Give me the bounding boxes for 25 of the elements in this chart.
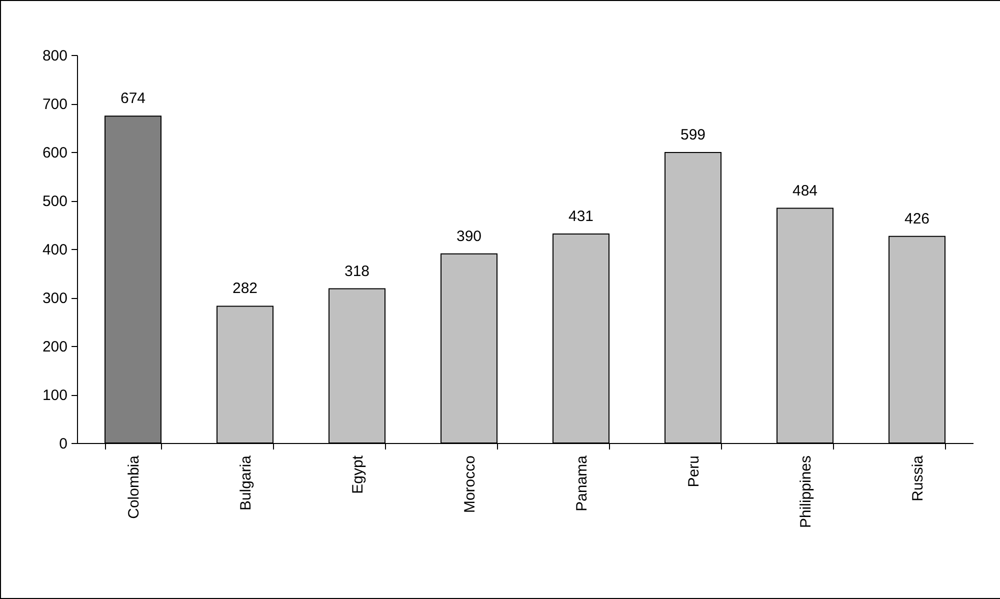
data-label: 484	[792, 182, 818, 200]
y-tick-label: 700	[42, 96, 68, 113]
y-tick-label: 800	[42, 48, 68, 64]
data-label: 426	[904, 210, 930, 228]
x-tick-label: Morocco	[462, 456, 478, 514]
data-label: 431	[568, 208, 594, 225]
y-tick-label: 600	[42, 144, 68, 162]
data-label: 674	[120, 90, 146, 108]
x-tick-label: Bulgaria	[238, 454, 254, 511]
y-tick-label: 0	[59, 436, 68, 452]
y-tick-label: 300	[42, 290, 68, 307]
x-tick-label: Egypt	[350, 454, 366, 494]
data-label: 599	[680, 126, 706, 144]
y-tick-label: 200	[42, 338, 68, 356]
x-tick-label: Colombia	[126, 454, 142, 519]
x-tick-label: Panama	[574, 454, 590, 512]
x-tick-label: Peru	[686, 456, 702, 488]
data-label: 282	[232, 280, 258, 298]
y-tick-label: 400	[42, 242, 68, 258]
x-tick-label: Philippines	[798, 456, 814, 528]
x-tick-label: Russia	[910, 454, 926, 502]
y-tick-label: 100	[42, 387, 68, 404]
data-label: 318	[344, 262, 370, 280]
y-tick-label: 500	[42, 193, 68, 210]
data-label: 390	[456, 228, 482, 245]
